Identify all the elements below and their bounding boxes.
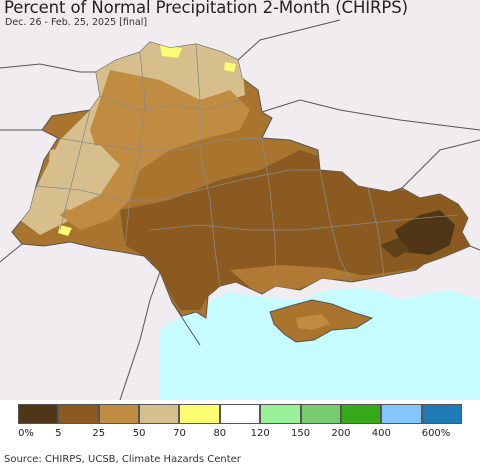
legend-tick-label: 120 [250,428,270,439]
black-sea [160,288,480,400]
legend-swatch [260,404,301,424]
legend-swatch [381,404,422,424]
legend-swatch [300,404,341,424]
legend-swatch [340,404,382,424]
legend-tick-label: 50 [132,428,146,439]
legend-swatch [421,404,462,424]
legend-swatch [179,404,220,424]
legend-tick-label: 400 [371,428,391,439]
legend-tick-label: 70 [173,428,186,439]
legend-tick-label: 25 [92,428,106,439]
legend-tick-label: 0% [18,428,34,439]
precip-zone-70-80-north [160,45,182,58]
international-borders [0,19,480,400]
legend-swatch [98,404,140,424]
map-subtitle: Dec. 26 - Feb. 25, 2025 [final] [5,17,148,28]
legend-tick-label: 150 [290,428,311,439]
legend-swatch [58,404,99,424]
source-credits: Source: CHIRPS, UCSB, Climate Hazards Ce… [4,454,241,465]
precip-zone-0-5-east [395,210,455,255]
legend-swatch [139,404,180,424]
oblast-boundaries [35,43,459,287]
precip-zone-50-70-west [45,145,120,210]
ukraine-map [0,0,480,400]
legend-labels: 0% 5 25 50 70 80 120 150 200 400 600% [0,428,480,442]
legend-tick-label: 600% [421,428,451,439]
legend-color-bar [18,404,462,424]
precip-zone-70-80-west [58,225,72,236]
legend-swatch [219,404,261,424]
crimea-zone-25-50 [296,314,330,330]
map-title: Percent of Normal Precipitation 2-Month … [4,0,408,17]
precip-zone-70-80-north2 [224,62,236,72]
precip-zone-25-50-south [230,265,360,292]
precip-zone-0-5-donbas [380,238,410,258]
legend-swatch [18,404,59,424]
legend-tick-label: 5 [55,428,62,439]
legend-tick-label: 200 [331,428,351,439]
legend-tick-label: 80 [213,428,227,439]
